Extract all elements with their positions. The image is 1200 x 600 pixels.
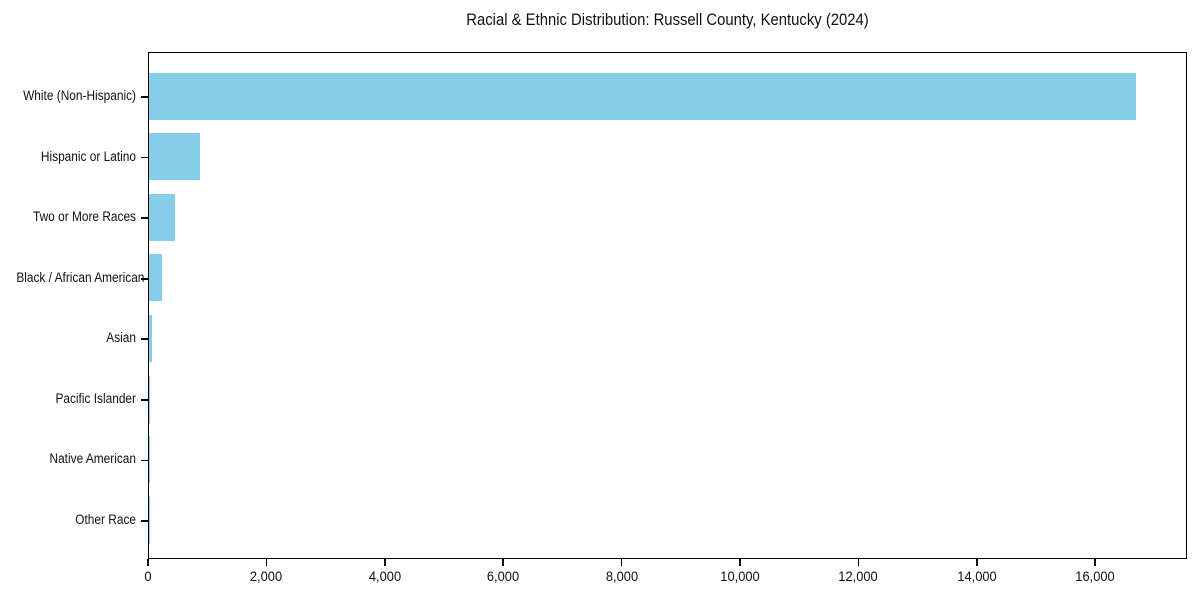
y-tick-label: Pacific Islander [55,390,136,406]
x-tick-label: 6,000 [487,568,520,584]
y-tick-label: Other Race [75,511,136,527]
y-tick [141,520,148,522]
y-tick [141,156,148,159]
y-tick-label: Two or More Races [32,209,136,225]
y-tick-label: Asian [106,330,136,346]
x-tick [1094,559,1097,566]
x-tick-label: 2,000 [250,568,283,584]
y-tick [141,338,148,341]
bar-white-non-hispanic [149,72,1136,120]
x-tick [976,559,978,566]
y-tick [141,96,148,98]
x-tick-label: 0 [144,568,152,584]
bar-native-american [149,436,150,484]
chart-title: Racial & Ethnic Distribution: Russell Co… [466,11,869,29]
y-tick [141,399,148,401]
y-tick [141,277,148,280]
x-tick-label: 12,000 [838,568,879,584]
x-tick [147,559,149,566]
bar-hispanic-or-latino [149,133,201,181]
bar-asian [149,314,152,362]
x-tick-label: 4,000 [368,568,401,584]
x-tick-label: 16,000 [1075,568,1115,584]
x-tick-label: 8,000 [605,568,638,584]
y-tick-label: Black / African American [16,269,145,285]
bar-pacific-islander [149,375,150,423]
x-tick [384,559,386,566]
y-tick-label: Native American [49,451,136,467]
bar-two-or-more-races [149,193,175,241]
y-tick-label: Hispanic or Latino [40,148,136,164]
x-tick-label: 10,000 [720,568,760,584]
plot-area [148,52,1187,559]
x-tick [857,559,860,566]
y-tick-label: White (Non-Hispanic) [23,88,137,103]
y-tick [141,459,148,462]
x-tick-label: 14,000 [957,568,997,584]
bar-black-african-american [149,254,162,302]
x-tick [502,559,504,566]
x-tick [265,559,268,566]
x-tick [620,559,623,566]
x-tick [739,559,741,566]
y-tick [141,217,148,219]
